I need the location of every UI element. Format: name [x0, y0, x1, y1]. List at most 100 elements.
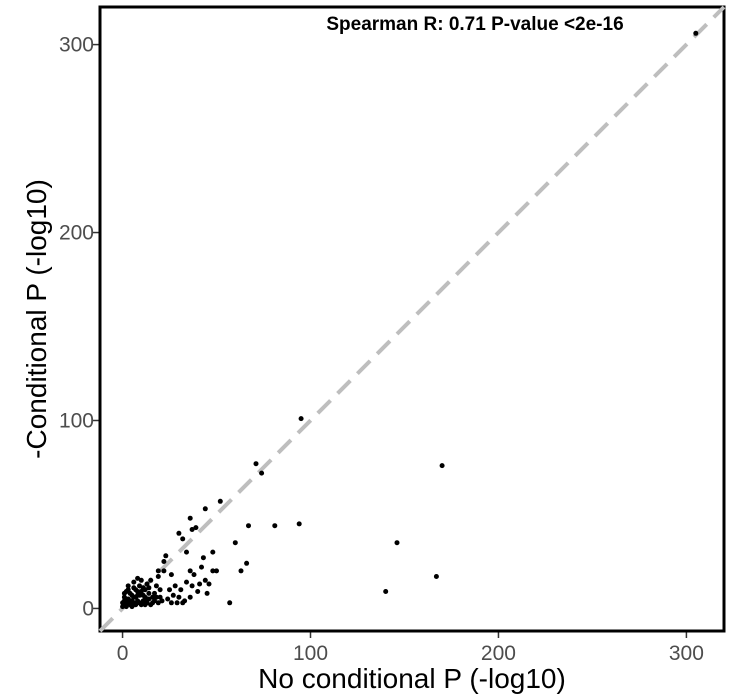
data-point — [187, 594, 193, 600]
data-point — [144, 581, 150, 587]
data-point — [176, 530, 182, 536]
data-point — [148, 577, 154, 583]
y-tick-label: 300 — [59, 34, 94, 57]
x-tick-label: 100 — [293, 642, 328, 665]
data-points — [120, 30, 699, 610]
data-point — [189, 527, 195, 532]
data-point — [129, 604, 135, 610]
data-point — [383, 589, 389, 594]
data-point — [153, 594, 159, 600]
data-point — [272, 523, 278, 529]
data-point — [184, 579, 189, 585]
data-point — [180, 536, 186, 542]
data-point — [138, 589, 144, 594]
data-point — [120, 600, 126, 606]
data-point — [153, 583, 159, 589]
data-point — [127, 598, 133, 604]
data-point — [232, 540, 238, 546]
data-point — [125, 583, 131, 589]
data-point — [217, 498, 223, 504]
data-point — [155, 574, 161, 579]
x-axis-ticks: 0 100 200 300 — [117, 632, 704, 665]
x-tick-label: 200 — [481, 642, 516, 665]
data-point — [195, 589, 201, 594]
data-point — [133, 587, 139, 593]
data-point — [174, 600, 180, 606]
data-point — [150, 594, 156, 600]
data-point — [152, 598, 157, 604]
data-point — [135, 592, 141, 598]
data-point — [246, 523, 251, 529]
x-axis-title: No conditional P (-log10) — [258, 663, 566, 694]
data-point — [189, 583, 195, 589]
data-point — [157, 594, 163, 600]
data-point — [202, 577, 208, 583]
data-point — [187, 515, 193, 521]
data-point — [146, 590, 152, 596]
data-point — [253, 461, 259, 467]
data-point — [165, 596, 171, 602]
plot-border — [98, 5, 726, 633]
y-axis-title: -Conditional P (-log10) — [21, 179, 52, 459]
data-point — [244, 560, 250, 566]
data-point — [259, 470, 265, 476]
data-point — [137, 600, 142, 606]
data-point — [131, 594, 137, 600]
data-point — [135, 575, 141, 581]
data-point — [170, 592, 176, 598]
data-point — [210, 568, 216, 574]
data-point — [238, 568, 244, 574]
data-point — [206, 581, 212, 587]
data-point — [157, 587, 163, 593]
data-point — [191, 572, 197, 578]
data-point — [121, 590, 127, 596]
data-point — [140, 585, 146, 591]
data-point — [123, 604, 129, 610]
data-point — [176, 594, 182, 600]
data-point — [163, 553, 169, 559]
y-tick-label: 200 — [59, 222, 94, 245]
x-tick-label: 0 — [117, 642, 129, 665]
data-point — [172, 583, 178, 589]
data-point — [125, 587, 131, 593]
data-point — [155, 568, 161, 574]
y-tick-label: 0 — [82, 597, 94, 620]
data-point — [167, 587, 172, 593]
data-point — [193, 525, 199, 531]
data-point — [131, 579, 137, 585]
data-point — [439, 463, 445, 469]
data-point — [155, 600, 161, 606]
data-point — [120, 604, 126, 610]
data-point — [161, 568, 167, 574]
data-point — [227, 600, 233, 606]
data-point — [178, 587, 184, 593]
data-point — [148, 602, 154, 608]
data-point — [140, 598, 146, 604]
data-point — [200, 555, 206, 561]
data-point — [184, 549, 189, 555]
data-point — [296, 521, 302, 527]
data-point — [159, 598, 165, 604]
data-point — [133, 602, 139, 608]
data-point — [137, 583, 142, 589]
data-point — [433, 574, 439, 579]
data-point — [168, 600, 174, 606]
data-point — [210, 549, 216, 555]
data-point — [152, 590, 157, 596]
spearman-annotation: Spearman R: 0.71 P-value <2e-16 — [326, 14, 623, 35]
data-point — [298, 416, 304, 422]
data-point — [180, 600, 186, 606]
y-axis-ticks: 0 100 200 300 — [59, 34, 99, 620]
data-point — [144, 596, 150, 602]
data-point — [214, 568, 219, 574]
y-tick-label: 100 — [59, 409, 94, 432]
identity-reference-line — [98, 5, 726, 633]
data-point — [202, 506, 208, 512]
data-point — [197, 581, 203, 587]
data-point — [161, 559, 167, 564]
data-point — [121, 594, 127, 600]
data-point — [168, 572, 174, 578]
data-point — [142, 602, 148, 608]
data-point — [693, 30, 699, 36]
